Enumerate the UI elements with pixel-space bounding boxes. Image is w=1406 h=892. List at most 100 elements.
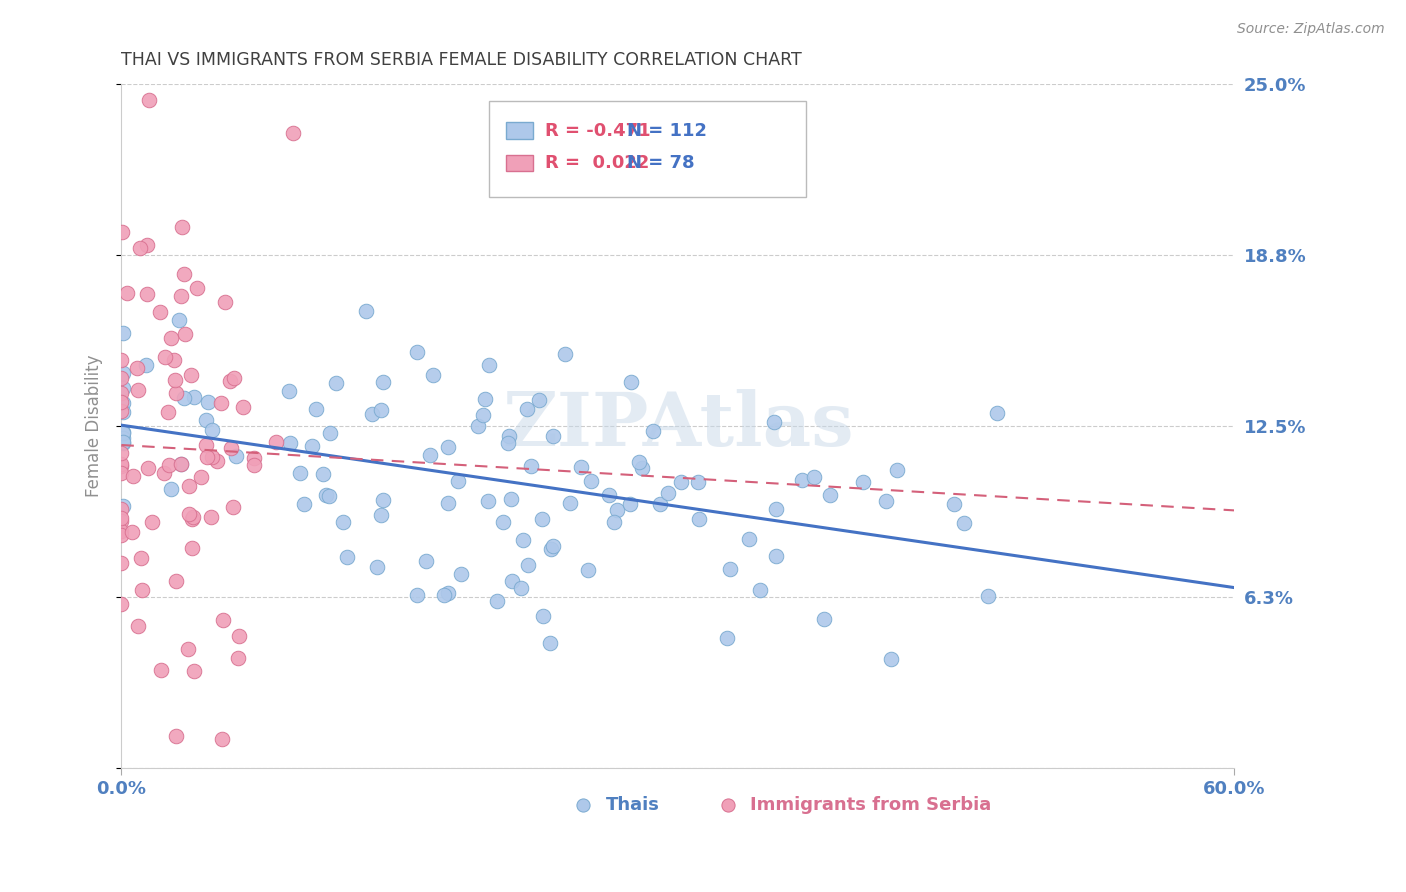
Point bbox=[112, 425, 135, 439]
Point bbox=[419, 448, 441, 462]
Point bbox=[405, 588, 427, 602]
Point bbox=[336, 550, 359, 565]
Point bbox=[688, 512, 710, 526]
Point bbox=[214, 294, 236, 309]
Point bbox=[977, 589, 1000, 603]
Text: Immigrants from Serbia: Immigrants from Serbia bbox=[749, 797, 991, 814]
Point bbox=[153, 467, 176, 481]
Point bbox=[803, 470, 825, 484]
Point bbox=[370, 402, 392, 417]
Point bbox=[657, 485, 679, 500]
Point bbox=[183, 665, 205, 679]
Point bbox=[305, 402, 328, 417]
Point bbox=[170, 289, 193, 303]
Point bbox=[112, 326, 135, 340]
Point bbox=[510, 582, 533, 596]
Point bbox=[765, 549, 787, 563]
Point bbox=[886, 463, 908, 477]
Point bbox=[852, 475, 875, 490]
Point bbox=[541, 539, 564, 553]
Point bbox=[952, 516, 974, 530]
Point bbox=[177, 642, 200, 657]
Point bbox=[201, 424, 224, 438]
Point bbox=[312, 467, 335, 481]
Point bbox=[361, 407, 384, 421]
Point bbox=[370, 508, 392, 523]
Point bbox=[110, 371, 132, 385]
Point bbox=[450, 566, 472, 581]
Point bbox=[447, 474, 470, 488]
Point bbox=[405, 345, 427, 359]
Point bbox=[332, 515, 354, 529]
Point bbox=[165, 373, 187, 387]
Point bbox=[135, 358, 157, 372]
Point bbox=[155, 351, 177, 365]
Point bbox=[436, 496, 458, 510]
Point bbox=[581, 474, 603, 488]
Point bbox=[112, 499, 135, 513]
Point bbox=[169, 313, 191, 327]
Point bbox=[136, 286, 159, 301]
Point bbox=[763, 415, 786, 429]
Point bbox=[437, 440, 460, 454]
Point bbox=[183, 390, 205, 404]
Point bbox=[371, 493, 394, 508]
Point bbox=[165, 385, 187, 400]
Point bbox=[195, 413, 218, 427]
Point bbox=[943, 497, 966, 511]
Point bbox=[501, 491, 523, 506]
Point bbox=[136, 460, 159, 475]
Point bbox=[219, 374, 242, 388]
Point bbox=[173, 391, 195, 405]
Point bbox=[436, 585, 458, 599]
Point bbox=[141, 516, 163, 530]
Point bbox=[195, 450, 218, 464]
Point bbox=[181, 510, 204, 524]
Text: R = -0.471: R = -0.471 bbox=[546, 121, 651, 140]
Point bbox=[531, 609, 554, 624]
Point bbox=[177, 507, 200, 521]
Point bbox=[180, 368, 202, 383]
Point bbox=[554, 347, 576, 361]
Point bbox=[498, 428, 520, 442]
Point bbox=[606, 503, 628, 517]
Point bbox=[159, 482, 181, 496]
Point bbox=[165, 574, 187, 589]
Point bbox=[170, 457, 193, 471]
Point bbox=[159, 331, 181, 345]
Point bbox=[110, 403, 132, 417]
Point bbox=[619, 497, 641, 511]
Point bbox=[131, 583, 153, 598]
Point bbox=[197, 395, 219, 409]
Point bbox=[212, 613, 235, 627]
Point bbox=[598, 487, 620, 501]
Point bbox=[195, 437, 218, 451]
Point bbox=[110, 395, 132, 409]
Point bbox=[501, 574, 523, 589]
Point bbox=[222, 500, 245, 515]
Point bbox=[738, 532, 761, 546]
Point bbox=[292, 497, 315, 511]
Point bbox=[121, 525, 143, 540]
Point bbox=[127, 384, 149, 398]
Point bbox=[110, 385, 132, 400]
Point bbox=[718, 562, 741, 576]
Point bbox=[576, 563, 599, 577]
FancyBboxPatch shape bbox=[506, 122, 533, 139]
Point bbox=[110, 528, 132, 542]
Point bbox=[538, 636, 561, 650]
Text: N = 78: N = 78 bbox=[627, 153, 695, 172]
Point bbox=[127, 360, 149, 375]
Point bbox=[190, 470, 212, 484]
Point bbox=[467, 418, 489, 433]
Point bbox=[540, 541, 562, 556]
Point bbox=[110, 353, 132, 368]
Point bbox=[492, 515, 515, 529]
Point bbox=[149, 664, 172, 678]
Point bbox=[631, 461, 654, 475]
Point bbox=[688, 475, 710, 490]
Text: ZIPAtlas: ZIPAtlas bbox=[502, 390, 853, 462]
Point bbox=[112, 367, 135, 381]
FancyBboxPatch shape bbox=[488, 101, 806, 197]
Point bbox=[477, 493, 499, 508]
